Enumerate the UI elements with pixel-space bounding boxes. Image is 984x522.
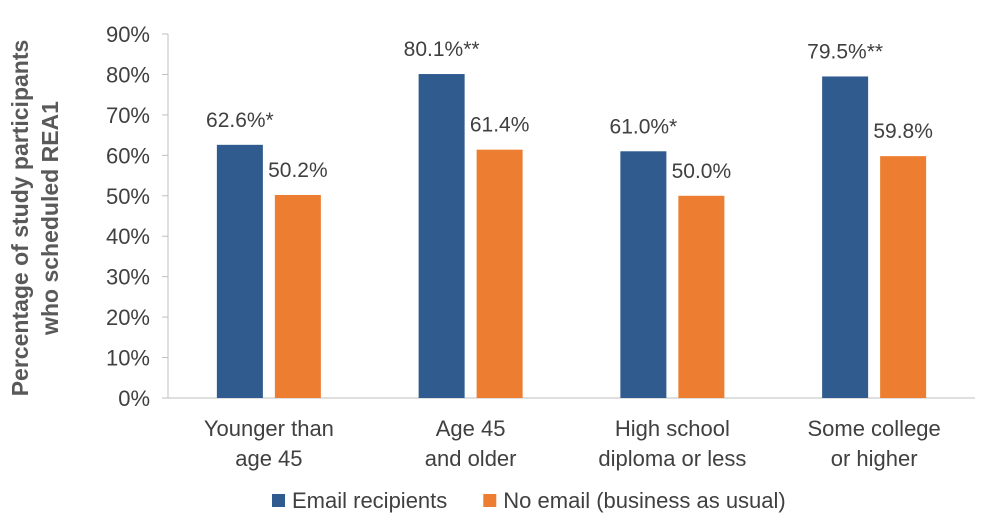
bar [274, 194, 321, 398]
bar [418, 74, 465, 398]
data-labels: 62.6%* 80.1%** 61.0%* 79.5%** 50.2% 61.4% 50.0… [206, 38, 933, 183]
y-tick-label: 70% [106, 103, 150, 128]
x-category-label-line: Younger than [204, 416, 334, 441]
data-label: 61.4% [470, 114, 530, 137]
bars [216, 74, 927, 398]
y-tick-label: 30% [106, 265, 150, 290]
data-label: 80.1%** [404, 38, 480, 61]
y-tick-label: 90% [106, 22, 150, 47]
data-label: 79.5%** [807, 40, 883, 63]
y-tick-label: 50% [106, 184, 150, 209]
y-tick-label: 0% [118, 386, 150, 411]
data-label: 61.0%* [610, 115, 678, 138]
y-tick-label: 40% [106, 224, 150, 249]
legend-label: Email recipients [292, 488, 447, 513]
x-category-label-line: Age 45 [436, 416, 506, 441]
bar [822, 76, 869, 398]
x-category-label-line: or higher [831, 446, 918, 471]
y-tick-label: 20% [106, 305, 150, 330]
bar [880, 156, 927, 398]
x-axis: Younger than age 45 Age 45 and older High sc… [168, 397, 975, 471]
x-category-label-line: and older [425, 446, 517, 471]
data-label: 50.2% [268, 159, 328, 182]
data-label: 62.6%* [206, 109, 274, 132]
x-category-label-line: Some college [807, 416, 940, 441]
x-category-label-line: diploma or less [598, 446, 746, 471]
y-axis-label: Percentage of study participants who sche… [7, 40, 63, 397]
x-category-label: Some college or higher [807, 416, 940, 471]
y-tick-label: 60% [106, 143, 150, 168]
y-axis: 0% 10% 20% 30% 40% 50% 60% 70% 80% 90% [106, 22, 169, 411]
y-axis-title-line: who scheduled REA1 [37, 101, 63, 336]
data-label: 59.8% [873, 120, 933, 143]
bar [678, 195, 725, 398]
legend-swatch [483, 494, 497, 507]
y-axis-title: Percentage of study participants who sche… [7, 40, 63, 397]
legend-swatch [272, 494, 285, 507]
data-label: 50.0% [672, 160, 732, 183]
bar [476, 149, 523, 398]
y-tick-label: 80% [106, 62, 150, 87]
legend: Email recipients No email (business as us… [272, 488, 786, 513]
bar [216, 144, 263, 398]
x-category-label: High school diploma or less [598, 416, 746, 471]
y-axis-title-line: Percentage of study participants [7, 40, 33, 397]
x-category-label: Age 45 and older [425, 416, 517, 471]
bar [620, 151, 667, 398]
x-category-label: Younger than age 45 [204, 416, 334, 471]
y-tick-label: 10% [106, 346, 150, 371]
x-category-label-line: High school [615, 416, 730, 441]
x-category-label-line: age 45 [235, 446, 302, 471]
legend-label: No email (business as usual) [503, 488, 785, 513]
